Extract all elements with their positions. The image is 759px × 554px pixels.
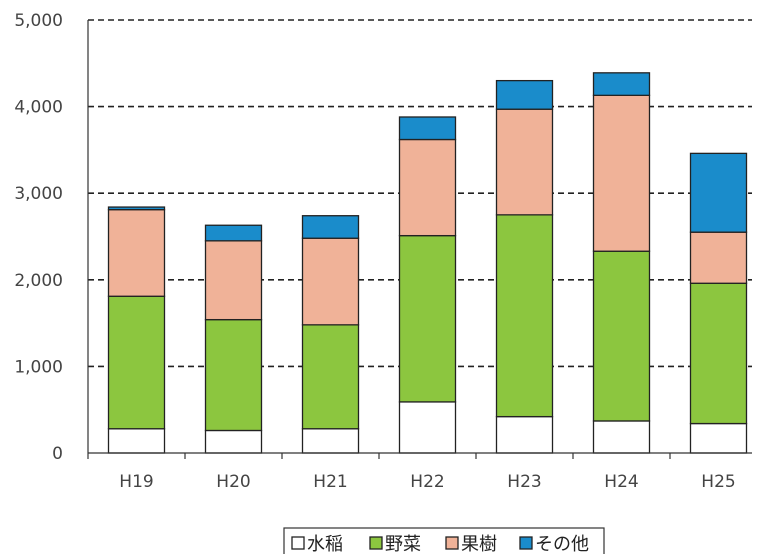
x-tick-labels: H19 H20 H21 H22 H23 H24 H25	[119, 472, 735, 492]
bar-segment	[689, 231, 748, 284]
bar-segment	[495, 79, 554, 110]
bar-segment	[301, 428, 360, 454]
bar-segment	[689, 422, 748, 454]
y-tick-labels: 0 1,000 2,000 3,000 4,000 5,000	[14, 11, 63, 464]
legend-label: 果樹	[461, 534, 497, 554]
bar-segment	[204, 318, 263, 432]
bar-segment	[495, 108, 554, 216]
axes	[87, 20, 752, 459]
x-tick-label: H25	[701, 472, 735, 492]
bar-segment	[398, 116, 457, 141]
y-tick-label: 2,000	[14, 271, 63, 291]
bar-segment	[398, 234, 457, 403]
bar-segment	[107, 206, 166, 211]
y-tick-label: 3,000	[14, 184, 63, 204]
bar-segment	[107, 295, 166, 430]
bar-segment	[301, 215, 360, 239]
y-tick-label: 4,000	[14, 98, 63, 118]
y-tick-label: 0	[52, 444, 63, 464]
bar-segment	[301, 237, 360, 326]
bar-segment	[398, 138, 457, 237]
bar-segment	[107, 209, 166, 297]
bar-segment	[689, 152, 748, 233]
x-tick-label: H21	[313, 472, 347, 492]
y-tick-label: 1,000	[14, 357, 63, 377]
legend: 水稲 野菜 果樹 その他	[283, 527, 605, 554]
bar-segment	[592, 420, 651, 454]
bar-segment	[107, 428, 166, 454]
bar-segment	[495, 415, 554, 454]
legend-swatch	[445, 536, 459, 550]
x-tick-label: H22	[410, 472, 444, 492]
bars	[107, 72, 748, 454]
bar-segment	[398, 401, 457, 454]
x-tick-label: H20	[216, 472, 250, 492]
x-tick-label: H23	[507, 472, 541, 492]
bar-segment	[689, 282, 748, 425]
legend-label: 水稲	[307, 534, 343, 554]
x-tick-label: H19	[119, 472, 153, 492]
bar-segment	[204, 224, 263, 242]
bar-segment	[592, 94, 651, 252]
legend-swatch	[291, 536, 305, 550]
bar-segment	[495, 214, 554, 418]
bar-segment	[301, 324, 360, 430]
legend-label: その他	[535, 534, 589, 554]
bar-segment	[592, 72, 651, 96]
bar-segment	[592, 250, 651, 422]
legend-label: 野菜	[385, 534, 421, 554]
x-tick-label: H24	[604, 472, 638, 492]
legend-box	[283, 527, 605, 554]
legend-swatch	[369, 536, 383, 550]
legend-swatch	[519, 536, 533, 550]
bar-segment	[204, 429, 263, 454]
bar-segment	[204, 240, 263, 321]
y-tick-label: 5,000	[14, 11, 63, 31]
